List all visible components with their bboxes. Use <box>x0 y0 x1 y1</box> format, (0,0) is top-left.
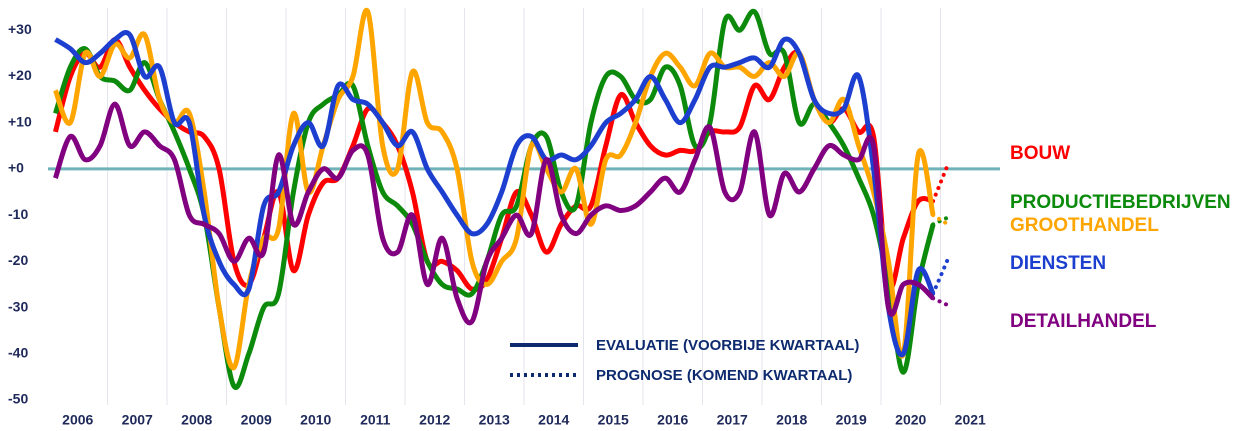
x-tick-label: 2009 <box>241 412 272 428</box>
y-tick-label: -50 <box>8 391 28 407</box>
forecast-segment <box>931 162 950 204</box>
y-tick-label: +20 <box>8 67 32 83</box>
forecast-segment <box>931 257 950 296</box>
x-tick-label: 2016 <box>657 412 688 428</box>
forecast-segment <box>931 215 950 227</box>
series-label: PRODUCTIEBEDRIJVEN <box>1010 192 1231 213</box>
x-tick-label: 2006 <box>62 412 93 428</box>
x-tick-label: 2010 <box>300 412 331 428</box>
x-tick-label: 2017 <box>717 412 748 428</box>
series-label: BOUW <box>1010 143 1070 164</box>
y-tick-label: -10 <box>8 206 28 222</box>
series-line <box>54 30 936 358</box>
x-tick-label: 2007 <box>122 412 153 428</box>
legend-solid-label: EVALUATIE (VOORBIJE KWARTAAL) <box>596 337 859 354</box>
y-tick-label: -30 <box>8 298 28 314</box>
forecast-segment <box>931 296 950 308</box>
series-label: DIENSTEN <box>1010 253 1106 274</box>
y-tick-label: +30 <box>8 21 32 37</box>
legend-dotted-label: PROGNOSE (KOMEND KWARTAAL) <box>596 367 852 384</box>
forecast-segment <box>931 213 950 227</box>
y-tick-label: +0 <box>8 160 24 176</box>
x-tick-label: 2015 <box>598 412 629 428</box>
x-tick-label: 2008 <box>181 412 212 428</box>
x-tick-label: 2011 <box>360 412 391 428</box>
x-tick-label: 2014 <box>538 412 569 428</box>
x-tick-label: 2021 <box>955 412 986 428</box>
x-tick-label: 2013 <box>479 412 510 428</box>
x-tick-label: 2020 <box>895 412 926 428</box>
x-tick-label: 2018 <box>776 412 807 428</box>
y-tick-label: +10 <box>8 113 32 129</box>
series-line <box>53 101 935 326</box>
series-label: GROOTHANDEL <box>1010 215 1159 236</box>
y-tick-label: -40 <box>8 344 28 360</box>
x-tick-label: 2012 <box>419 412 450 428</box>
y-tick-label: -20 <box>8 252 28 268</box>
series-label: DETAILHANDEL <box>1010 311 1157 332</box>
x-tick-label: 2019 <box>836 412 867 428</box>
